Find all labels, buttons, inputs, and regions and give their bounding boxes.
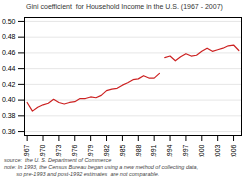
svg-text:1982: 1982	[103, 144, 110, 157]
svg-text:1976: 1976	[71, 144, 78, 157]
svg-text:0.40: 0.40	[2, 96, 16, 103]
svg-text:0.44: 0.44	[2, 65, 16, 72]
svg-text:1973: 1973	[55, 144, 62, 157]
svg-text:2000: 2000	[198, 144, 205, 157]
html-text:note: In 1993, the Census Bure: note: In 1993, the Census Bureau began u…	[4, 164, 199, 170]
svg-text:0.42: 0.42	[2, 81, 16, 88]
svg-text:1991: 1991	[150, 144, 157, 157]
svg-text:1997: 1997	[182, 144, 189, 157]
svg-text:0.50: 0.50	[2, 18, 16, 25]
html-text:source: the U. S. Department o: source: the U. S. Department of Commerce	[4, 157, 112, 163]
svg-text:1985: 1985	[119, 144, 126, 157]
svg-text:0.38: 0.38	[2, 112, 16, 119]
svg-text:0.36: 0.36	[2, 128, 16, 135]
svg-text:1967: 1967	[23, 144, 30, 157]
svg-text:1970: 1970	[39, 144, 46, 157]
html-text:so pre-1993 and post-1992 esti: so pre-1993 and post-1992 estimates are …	[4, 171, 160, 177]
svg-text:1988: 1988	[135, 144, 142, 157]
svg-text:2006: 2006	[230, 144, 237, 157]
svg-text:0.48: 0.48	[2, 33, 16, 40]
svg-text:0.46: 0.46	[2, 49, 16, 56]
svg-text:2003: 2003	[214, 144, 221, 157]
svg-text:1994: 1994	[166, 144, 173, 157]
svg-text:1979: 1979	[87, 144, 94, 157]
html-text:Gini coefficient for Household: Gini coefficient for Household Income in…	[26, 3, 223, 10]
